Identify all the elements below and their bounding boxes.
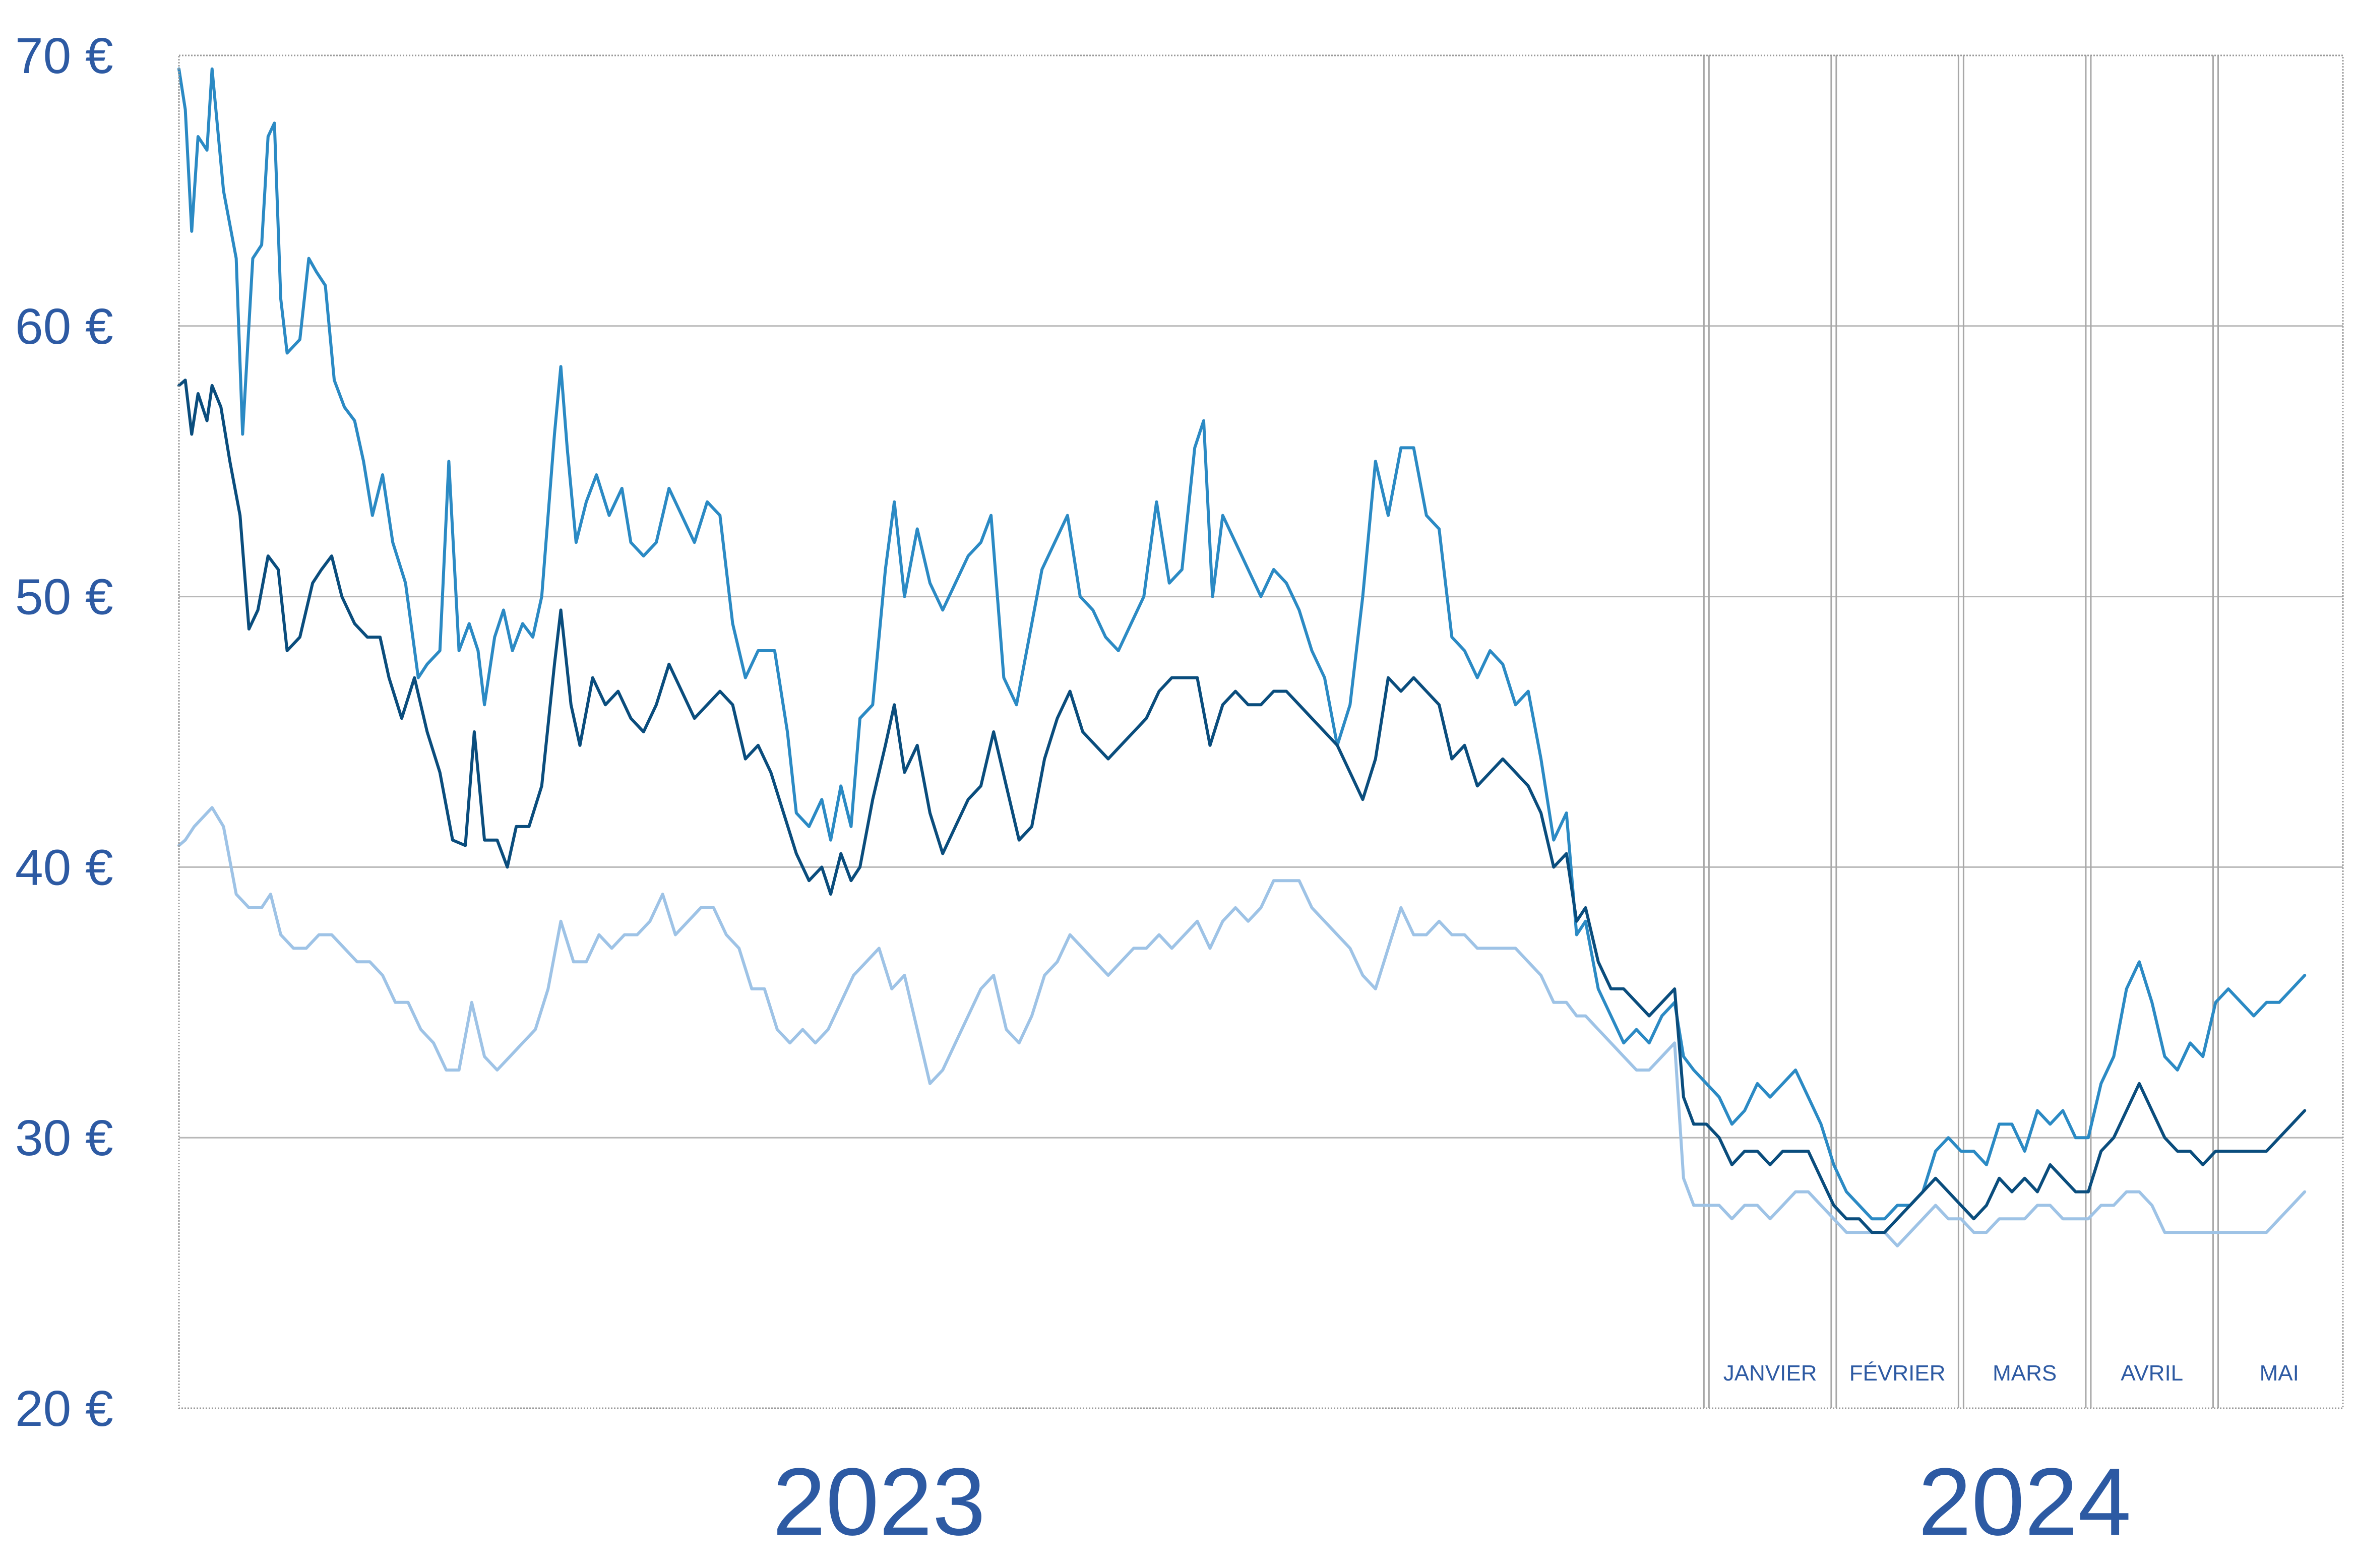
gridlines (179, 325, 2343, 1139)
y-tick-label: 60 € (15, 298, 113, 355)
y-tick-label: 30 € (15, 1110, 113, 1166)
y-tick-label: 20 € (15, 1381, 113, 1437)
month-label: FÉVRIER (1849, 1361, 1946, 1386)
series-line-low (177, 806, 2307, 1247)
month-label: JANVIER (1723, 1361, 1817, 1386)
y-tick-label: 40 € (15, 839, 113, 896)
y-tick-label: 70 € (15, 28, 113, 84)
plot-frame (178, 54, 2344, 1409)
y-axis-tick-labels: 70 € 60 € 50 € 40 € 30 € 20 € (15, 28, 113, 1437)
year-label: 2023 (773, 1449, 986, 1555)
series-line-mid (177, 379, 2307, 1234)
year-label: 2024 (1918, 1449, 2131, 1555)
year-labels: 2023 2024 (773, 1449, 2131, 1555)
month-separators (1703, 55, 2219, 1408)
month-label: MAI (2260, 1361, 2299, 1386)
month-label: MARS (1993, 1361, 2057, 1386)
y-tick-label: 50 € (15, 569, 113, 625)
series-line-high (177, 67, 2307, 1221)
month-labels: JANVIER FÉVRIER MARS AVRIL MAI (1723, 1361, 2299, 1386)
month-label: AVRIL (2121, 1361, 2183, 1386)
series-lines (177, 67, 2307, 1247)
